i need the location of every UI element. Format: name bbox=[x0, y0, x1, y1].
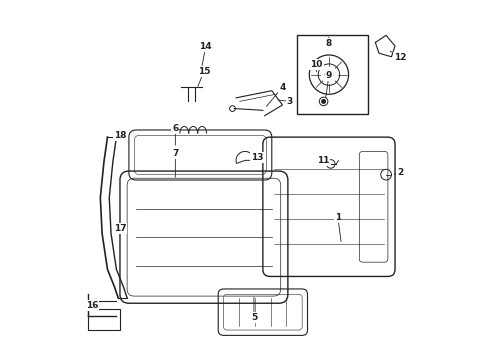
Text: 8: 8 bbox=[326, 39, 332, 48]
Text: 15: 15 bbox=[197, 67, 210, 76]
Text: 6: 6 bbox=[172, 124, 178, 133]
Text: 3: 3 bbox=[287, 97, 293, 106]
Circle shape bbox=[325, 71, 333, 78]
Text: 14: 14 bbox=[199, 42, 212, 51]
Circle shape bbox=[322, 100, 325, 103]
Bar bbox=[88, 309, 120, 330]
Bar bbox=[297, 35, 368, 114]
Text: 9: 9 bbox=[326, 71, 332, 80]
Text: 4: 4 bbox=[279, 83, 286, 92]
Text: 10: 10 bbox=[310, 60, 322, 69]
Text: 17: 17 bbox=[114, 224, 126, 233]
Text: 11: 11 bbox=[317, 156, 329, 165]
Text: 7: 7 bbox=[172, 149, 178, 158]
Text: 2: 2 bbox=[397, 168, 404, 177]
Text: 5: 5 bbox=[251, 313, 257, 322]
Text: 16: 16 bbox=[86, 301, 98, 310]
Text: 18: 18 bbox=[114, 131, 126, 140]
Text: 13: 13 bbox=[251, 153, 264, 162]
Text: 12: 12 bbox=[394, 53, 407, 62]
Text: 1: 1 bbox=[335, 213, 341, 222]
